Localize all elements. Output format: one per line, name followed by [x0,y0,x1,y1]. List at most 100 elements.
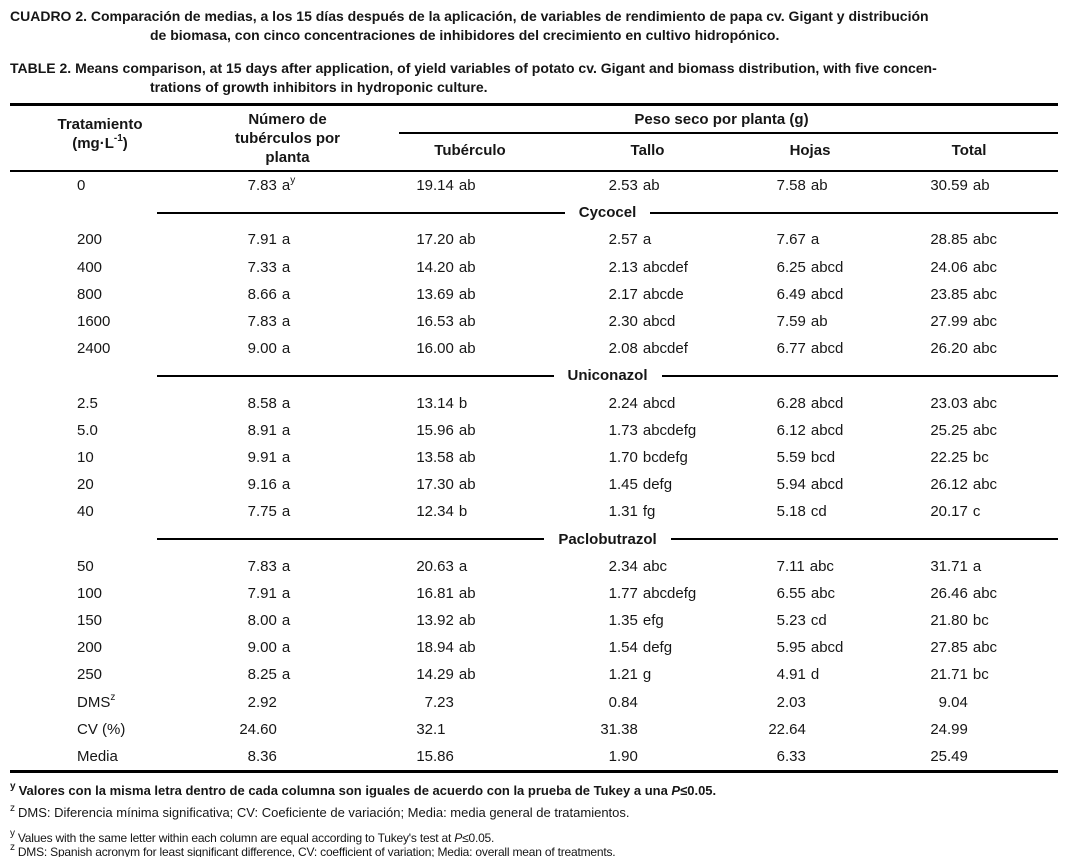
table-header: Tratamiento (mg·L-1) Número de tubérculo… [10,106,1058,170]
value-cell: 14.20 ab [385,259,555,276]
value-fraction: .59 [947,177,968,195]
value-integer: 5 [776,503,785,521]
value-integer: 5 [776,612,785,630]
value-fraction: .55 [785,584,806,602]
tukey-letters: a [281,639,291,657]
value-integer: 8 [247,666,256,684]
value-cell: 18.94 ab [385,639,555,656]
section-divider-line [670,538,1059,540]
tukey-letters: ab [810,177,828,195]
header-treatment: Tratamiento (mg·L-1) [10,106,190,170]
treatment-cell: CV (%) [10,721,190,738]
treatment-cell: 2400 [10,340,190,357]
section-divider-line [157,212,565,214]
value-cell: 6.55 abc [740,585,880,602]
value-fraction: .85 [947,285,968,303]
value-cell: 19.14 ab [385,177,555,194]
value-cell: 6.28 abcd [740,395,880,412]
header-bottom-rule [10,170,1058,172]
value-cell: 2.17 abcde [555,286,740,303]
value-fraction: .64 [785,720,806,738]
footnote-spanish-y: y Valores con la misma letra dentro de ca… [10,780,717,798]
value-fraction: .91 [256,421,277,439]
tukey-letters: abc [972,421,998,439]
tukey-letters: ab [458,421,476,439]
value-integer: 9 [247,639,256,657]
value-cell: 8.91 a [190,422,385,439]
value-cell: 21.71 bc [880,666,1058,683]
value-cell: 2.08 abcdef [555,340,740,357]
value-cell: 24.99 [880,721,1058,738]
value-integer: 28 [930,231,947,249]
value-integer: 7 [247,584,256,602]
value-fraction: .23 [785,612,806,630]
value-fraction: .34 [433,503,454,521]
footnote-english-y: y Values with the same letter within each… [10,828,495,846]
tukey-letters: ab [458,285,476,303]
value-integer: 16 [416,584,433,602]
value-fraction: .33 [256,258,277,276]
value-fraction: .25 [947,448,968,466]
value-cell: 7.83 ay [190,176,385,195]
value-integer: 16 [416,340,433,358]
value-fraction: .85 [947,639,968,657]
value-integer: 1 [608,448,617,466]
section-label: Uniconazol [567,367,648,385]
value-integer: 6 [776,421,785,439]
value-integer: 1 [608,421,617,439]
value-fraction: .92 [256,693,277,711]
treatment-value: CV (%) [77,720,126,738]
caption-spanish-line2: de biomasa, con cinco concentraciones de… [150,27,780,43]
treatment-value: 100 [77,584,103,602]
value-fraction: .1 [433,720,446,738]
tukey-letters: abcdef [642,340,688,358]
value-cell: 6.49 abcd [740,286,880,303]
value-integer: 31 [930,557,947,575]
tukey-letters: bcdefg [642,448,688,466]
table-row: 40 7.75 a 12.34 b 1.31 fg 5.18 cd 20.17 c [10,498,1058,525]
value-fraction: .58 [433,448,454,466]
value-integer: 14 [416,666,433,684]
value-cell: 32.1 [385,721,555,738]
header-treatment-unit: (mg·L-1) [72,133,128,153]
value-fraction: .59 [785,448,806,466]
value-integer: 17 [416,231,433,249]
value-cell: 21.80 bc [880,612,1058,629]
section-divider-line [650,212,1059,214]
value-integer: 2 [608,313,617,331]
value-fraction: .91 [256,448,277,466]
table-row: DMSz 2.92 7.23 0.84 2.03 9.04 [10,689,1058,716]
value-integer: 8 [247,394,256,412]
tukey-letters: abc [972,639,998,657]
value-integer: 2 [608,177,617,195]
value-cell: 15.86 [385,748,555,765]
value-fraction: .36 [256,748,277,766]
value-integer: 13 [416,285,433,303]
value-cell: 26.12 abc [880,476,1058,493]
value-cell: 13.69 ab [385,286,555,303]
tukey-letters: a [281,231,291,249]
value-fraction: .28 [785,394,806,412]
tukey-letters: ab [458,666,476,684]
treatment-value: 10 [77,448,94,466]
value-cell: 22.64 [740,721,880,738]
value-fraction: .91 [256,231,277,249]
value-integer: 9 [247,476,256,494]
section-divider-cycocel: Cycocel [10,199,1059,226]
treatment-superscript: z [110,691,116,703]
value-integer: 8 [247,612,256,630]
treatment-value: 800 [77,285,103,303]
treatment-cell: Media [10,748,190,765]
value-fraction: .31 [617,503,638,521]
value-fraction: .34 [617,557,638,575]
value-integer: 1 [608,612,617,630]
tukey-letters: a [972,557,982,575]
tukey-letters: bc [972,666,989,684]
value-cell: 8.00 a [190,612,385,629]
value-cell: 23.85 abc [880,286,1058,303]
value-fraction: .20 [433,258,454,276]
caption-spanish: CUADRO 2. Comparación de medias, a los 1… [10,7,1062,45]
value-integer: 2 [776,693,785,711]
value-integer: 20 [416,557,433,575]
value-fraction: .49 [785,285,806,303]
